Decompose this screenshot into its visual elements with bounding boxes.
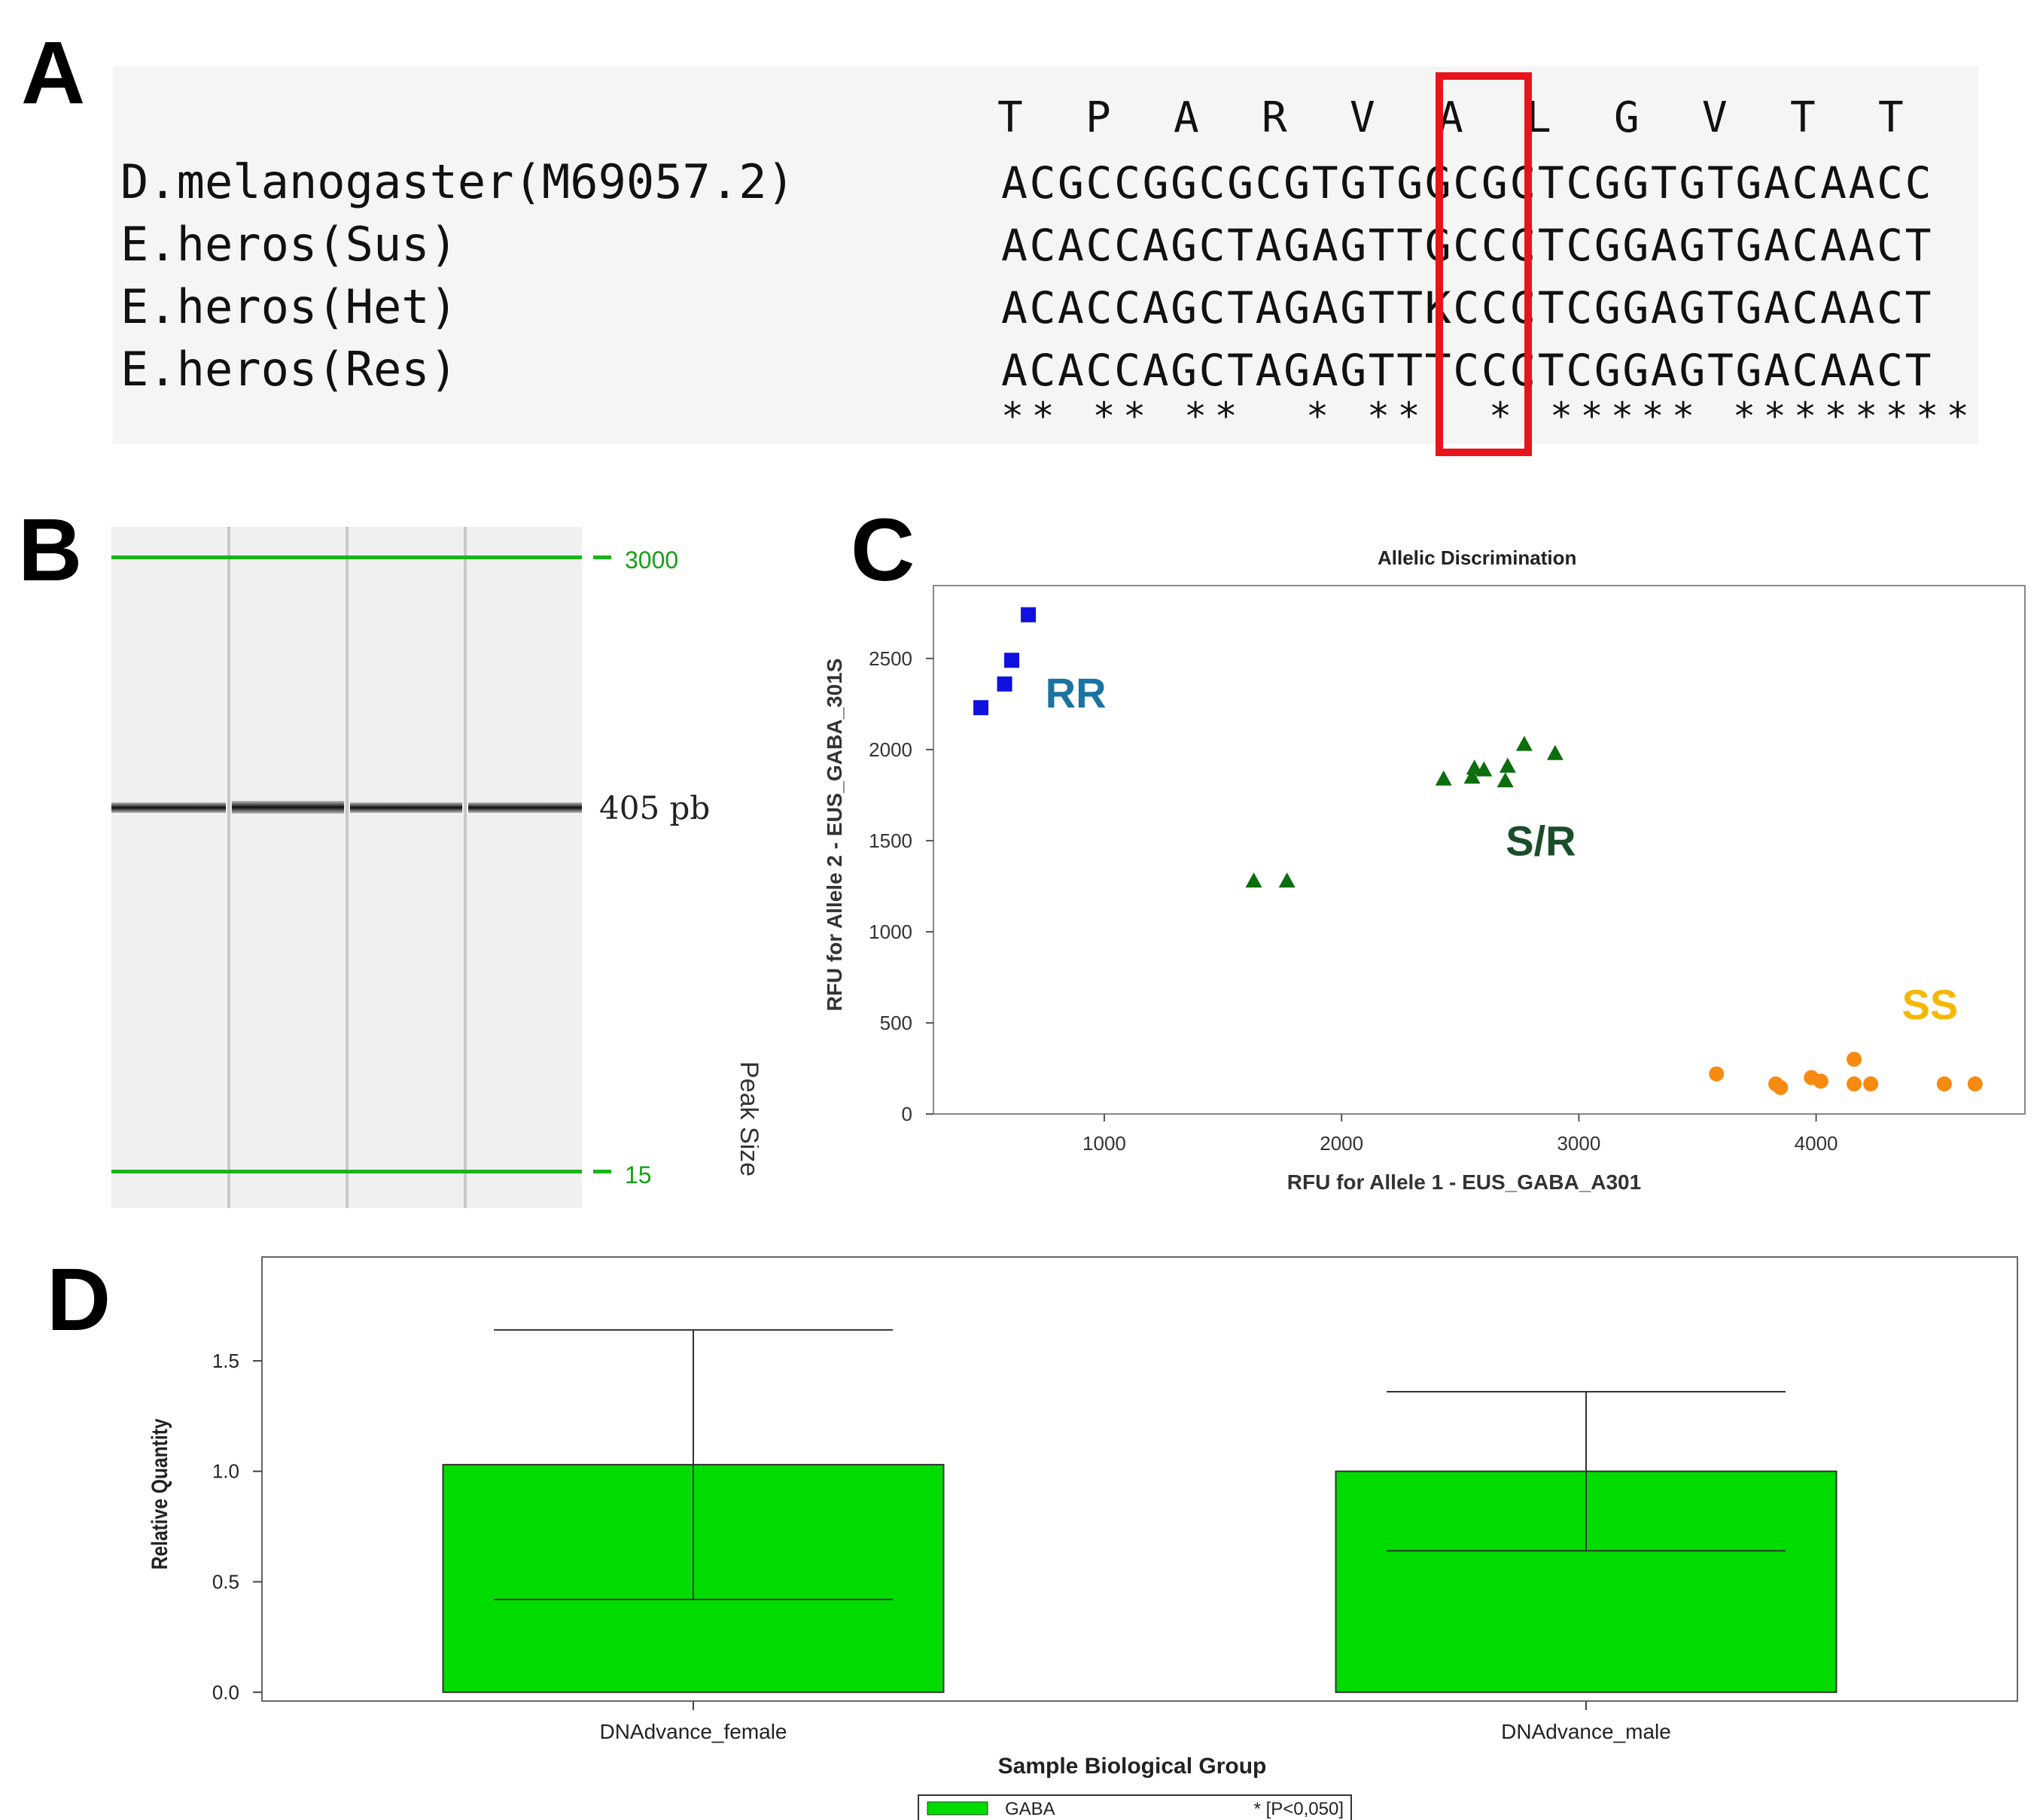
sequence-string: ACACCAGCTAGAGTTKCCCTCGGAGTGACAACT	[1001, 282, 1934, 333]
x-axis-label: RFU for Allele 1 - EUS_GABA_A301	[1287, 1170, 1641, 1194]
legend-label: GABA	[1005, 1799, 1055, 1819]
cluster-label: RR	[1046, 669, 1107, 717]
point-sr	[1515, 735, 1533, 751]
point-sr	[1499, 757, 1516, 773]
amino-acid-1: T	[997, 93, 1023, 142]
chart-title: Allelic Discrimination	[1378, 546, 1576, 569]
amino-acid-3: A	[1174, 93, 1199, 142]
cluster-label: S/R	[1506, 817, 1576, 864]
amino-acid-4: R	[1262, 93, 1287, 142]
panel-label-d: D	[47, 1250, 111, 1350]
amino-acid-2: P	[1085, 93, 1111, 142]
x-tick-label: 2000	[1320, 1132, 1363, 1155]
x-axis-label: Sample Biological Group	[998, 1754, 1267, 1779]
amino-acid-8: G	[1614, 93, 1640, 142]
size-label-bottom: 15	[625, 1161, 652, 1188]
panel-label-a: A	[21, 23, 86, 123]
peak-size-axis-label: Peak Size	[735, 1061, 759, 1176]
gel-band-lane-1	[111, 802, 226, 813]
x-tick-label: 3000	[1557, 1132, 1600, 1155]
amino-acid-11: T	[1878, 93, 1904, 142]
point-sr	[1475, 761, 1493, 777]
sequence-string: ACACCAGCTAGAGTTGCCCTCGGAGTGACAACT	[1001, 220, 1934, 271]
legend-box	[918, 1794, 1352, 1820]
y-tick-label: 1.0	[212, 1460, 239, 1483]
point-ss	[1813, 1073, 1828, 1089]
amino-acid-10: T	[1790, 93, 1816, 142]
size-tick-top	[593, 555, 611, 559]
y-tick-label: 1000	[869, 921, 912, 943]
amino-acid-9: V	[1702, 93, 1728, 142]
gel-lane-divider	[346, 527, 349, 1208]
plot-area	[933, 585, 2026, 1115]
point-sr	[1466, 759, 1483, 775]
y-tick-label: 0.5	[212, 1570, 239, 1593]
point-ss	[1773, 1079, 1789, 1095]
y-tick-label: 1.5	[212, 1350, 239, 1372]
sequence-name: E.heros(Het)	[120, 279, 458, 334]
point-ss	[1847, 1052, 1862, 1067]
sequence-name: E.heros(Res)	[120, 342, 458, 397]
sequence-name: E.heros(Sus)	[120, 217, 458, 272]
gel-marker-top	[111, 555, 582, 559]
gel-marker-bottom	[111, 1170, 582, 1173]
relative-quantity-chart: 0.0 0.5 1.0 1.5 Relative Quantity DNAdvance_f…	[147, 1256, 2018, 1820]
gel-band-lane-2	[232, 801, 344, 814]
gel-band-lane-4	[468, 802, 582, 813]
y-axis-label: Relative Quantity	[147, 1418, 172, 1570]
y-tick-label: 0.0	[212, 1681, 239, 1703]
mutation-highlight-box	[1436, 72, 1532, 456]
size-label-top: 3000	[625, 546, 678, 574]
sequence-string: ACACCAGCTAGAGTTTCCCTCGGAGTGACAACT	[1001, 345, 1934, 396]
point-sr	[1245, 872, 1262, 888]
legend-swatch	[927, 1801, 988, 1815]
point-ss	[1847, 1076, 1862, 1092]
point-ss	[1709, 1066, 1725, 1082]
band-size-label: 405 pb	[599, 790, 710, 826]
x-tick-label: 1000	[1082, 1132, 1126, 1155]
point-sr	[1546, 744, 1563, 760]
point-sr	[1278, 872, 1296, 888]
point-sr	[1435, 770, 1452, 786]
conservation-row: ** ** ** * ** * ***** ********	[1001, 394, 1978, 438]
y-tick-label: 2500	[869, 647, 912, 670]
cluster-label: SS	[1902, 981, 1959, 1028]
sequence-name: D.melanogaster(M69057.2)	[120, 154, 795, 209]
y-tick-label: 1500	[869, 829, 912, 852]
point-sr	[1463, 768, 1481, 784]
y-axis-label: RFU for Allele 2 - EUS_GABA_301S	[823, 659, 846, 1012]
gel-lane-divider	[227, 527, 230, 1208]
point-rr	[973, 700, 989, 716]
point-sr	[1497, 772, 1514, 788]
point-rr	[1004, 653, 1020, 668]
y-tick-label: 0	[902, 1103, 912, 1125]
sequence-string: ACGCCGGCGCGTGTGGCGCTCGGTGTGACAACC	[1001, 157, 1934, 208]
gel-lane-divider	[464, 527, 467, 1208]
y-tick-label: 500	[880, 1012, 912, 1034]
sequence-rows: ACGCCGGCGCGTGTGGCGCTCGGTGTGACAACC ACACCAG…	[1001, 152, 1933, 402]
point-ss	[1967, 1076, 1983, 1092]
legend-note: * [P<0,050]	[1254, 1799, 1344, 1819]
sequence-names: D.melanogaster(M69057.2) E.heros(Sus) E.he…	[120, 151, 795, 400]
x-tick-label: DNAdvance_male	[1501, 1720, 1671, 1743]
amino-acid-5: V	[1350, 93, 1375, 142]
point-ss	[1936, 1076, 1952, 1092]
panel-label-b: B	[18, 501, 83, 600]
allelic-discrimination-chart: Allelic Discrimination 1000 2000 3000 4000 0 5…	[823, 546, 2026, 1194]
point-rr	[1021, 607, 1037, 622]
point-ss	[1863, 1076, 1879, 1092]
size-tick-bottom	[593, 1170, 611, 1173]
y-tick-label: 2000	[869, 738, 912, 761]
x-tick-label: DNAdvance_female	[599, 1720, 787, 1743]
gel-band-lane-3	[350, 802, 462, 813]
point-rr	[997, 676, 1012, 692]
x-tick-label: 4000	[1795, 1132, 1838, 1155]
panel-label-c: C	[851, 501, 915, 600]
gel-panel: 3000 15 405 pb Peak Size	[111, 527, 759, 1208]
